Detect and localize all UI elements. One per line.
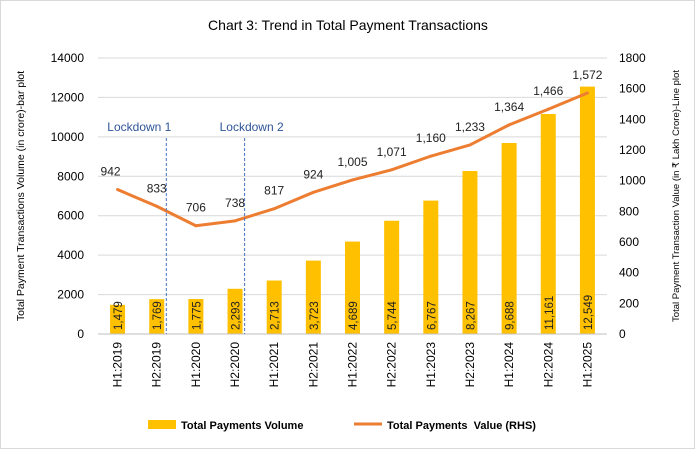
y2-tick-label: 1200 bbox=[619, 143, 646, 157]
x-tick-label: H2:2024 bbox=[541, 342, 555, 388]
y-axis-label: Total Payment Transactions Volume (in cr… bbox=[15, 71, 27, 321]
chart-title: Chart 3: Trend in Total Payment Transact… bbox=[208, 17, 488, 33]
line-data-label: 1,572 bbox=[572, 68, 602, 82]
bar-H1:2024 bbox=[501, 143, 517, 334]
line-point bbox=[311, 190, 315, 194]
bar-H2:2023 bbox=[462, 171, 478, 334]
line-point bbox=[116, 188, 120, 192]
line-data-label: 833 bbox=[147, 181, 167, 195]
line-data-label: 1,233 bbox=[455, 120, 485, 134]
bar-data-label: 1,479 bbox=[113, 301, 125, 330]
y2-tick-label: 1800 bbox=[619, 51, 646, 65]
y2-tick-label: 600 bbox=[619, 235, 639, 249]
y2-axis-label: Total Payment Transaction Value (in ₹ La… bbox=[671, 70, 682, 322]
bar-data-label: 9,688 bbox=[505, 301, 517, 330]
line-data-label: 942 bbox=[101, 165, 121, 179]
bar-H2:2022 bbox=[384, 220, 400, 334]
y2-tick-label: 1600 bbox=[619, 82, 646, 96]
line-point bbox=[155, 204, 159, 208]
bar-data-label: 8,267 bbox=[465, 301, 477, 330]
x-tick-label: H2:2021 bbox=[306, 342, 320, 388]
line-data-label: 738 bbox=[225, 196, 245, 210]
y2-tick-label: 0 bbox=[619, 327, 626, 341]
line-point bbox=[429, 154, 433, 158]
bar-H1:2025 bbox=[579, 86, 595, 334]
x-tick-label: H2:2023 bbox=[463, 342, 477, 388]
line-data-label: 1,466 bbox=[533, 84, 563, 98]
bar-H1:2022 bbox=[345, 241, 360, 334]
legend-swatch-volume bbox=[148, 420, 176, 429]
bar-data-label: 3,723 bbox=[309, 301, 321, 330]
line-data-label: 1,005 bbox=[337, 155, 367, 169]
y-tick-label: 2000 bbox=[57, 288, 84, 302]
line-data-label: 706 bbox=[186, 201, 206, 215]
bar-H1:2019 bbox=[110, 304, 126, 334]
x-tick-label: H2:2019 bbox=[150, 342, 164, 388]
x-tick-label: H1:2024 bbox=[502, 342, 516, 388]
legend: Total Payments Volume Total Payments Val… bbox=[148, 420, 536, 432]
line-point bbox=[233, 219, 237, 223]
line-point bbox=[351, 178, 354, 182]
line-data-label: 924 bbox=[303, 167, 323, 181]
y-tick-label: 0 bbox=[77, 327, 84, 341]
bar-H2:2024 bbox=[540, 113, 556, 334]
x-tick-label: H1:2022 bbox=[346, 342, 360, 388]
bar-H2:2021 bbox=[305, 260, 321, 334]
line-point bbox=[272, 207, 276, 211]
line-point bbox=[585, 91, 589, 95]
bar-data-label: 6,767 bbox=[426, 301, 438, 330]
y2-tick-label: 400 bbox=[619, 266, 639, 280]
legend-label-value: Total Payments Value (RHS) bbox=[387, 420, 536, 432]
x-tick-label: H1:2020 bbox=[189, 342, 203, 388]
legend-label-volume: Total Payments Volume bbox=[181, 420, 303, 432]
line-point bbox=[468, 143, 472, 147]
line-point bbox=[507, 123, 511, 127]
x-tick-label: H1:2023 bbox=[424, 342, 438, 388]
bar-data-label: 5,744 bbox=[387, 301, 399, 330]
bar-data-label: 1,769 bbox=[152, 301, 164, 330]
bar-H2:2019 bbox=[149, 299, 165, 334]
y-tick-label: 6000 bbox=[57, 209, 84, 223]
y-tick-label: 12000 bbox=[51, 90, 85, 104]
x-tick-label: H1:2025 bbox=[580, 342, 594, 388]
bar-H1:2020 bbox=[188, 299, 204, 334]
bar-data-label: 4,689 bbox=[348, 301, 360, 330]
y-tick-label: 10000 bbox=[51, 130, 85, 144]
y2-tick-label: 1400 bbox=[619, 112, 646, 126]
line-point bbox=[390, 168, 394, 172]
bar-data-label: 11,161 bbox=[544, 296, 556, 330]
bar-H2:2020 bbox=[227, 288, 243, 334]
y-tick-label: 8000 bbox=[57, 169, 84, 183]
y2-tick-label: 1000 bbox=[619, 174, 646, 188]
line-data-label: 817 bbox=[264, 184, 284, 198]
line-point bbox=[546, 107, 550, 111]
bar-data-label: 2,293 bbox=[231, 301, 243, 330]
y2-tick-label: 200 bbox=[619, 296, 639, 310]
bar-data-label: 2,713 bbox=[270, 301, 282, 330]
bar-H1:2023 bbox=[423, 200, 439, 334]
lockdown-label: Lockdown 1 bbox=[107, 120, 171, 134]
x-tick-label: H2:2020 bbox=[228, 342, 242, 388]
line-data-label: 1,364 bbox=[494, 100, 524, 114]
y2-tick-label: 800 bbox=[619, 204, 639, 218]
x-tick-label: H1:2019 bbox=[111, 342, 125, 388]
bar-data-label: 1,775 bbox=[191, 301, 203, 330]
bar-data-label: 12,549 bbox=[583, 295, 595, 330]
line-point bbox=[194, 224, 198, 228]
line-data-label: 1,160 bbox=[416, 131, 446, 145]
bar-H1:2021 bbox=[266, 280, 282, 334]
y-tick-label: 14000 bbox=[51, 51, 85, 65]
line-data-label: 1,071 bbox=[377, 145, 407, 159]
y-tick-label: 4000 bbox=[57, 248, 84, 262]
x-tick-label: H2:2022 bbox=[385, 342, 399, 388]
x-tick-label: H1:2021 bbox=[267, 342, 281, 388]
lockdown-label: Lockdown 2 bbox=[220, 120, 284, 134]
